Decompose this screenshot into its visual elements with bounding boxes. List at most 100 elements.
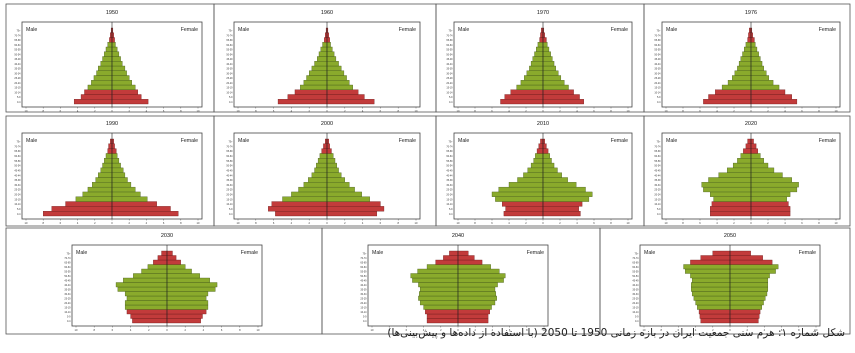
- panel-cell-frame: [599, 227, 851, 335]
- bar-male: [532, 56, 544, 62]
- age-tick-label: 50-54: [654, 165, 661, 168]
- age-tick-label: 15-19: [14, 198, 21, 201]
- x-tick-label: 10: [237, 221, 240, 225]
- bar-male: [107, 42, 113, 48]
- x-tick-label: 2: [184, 328, 186, 332]
- bar-male: [124, 304, 168, 310]
- bar-male: [294, 89, 328, 95]
- age-tick-label: 55-59: [632, 270, 639, 273]
- bar-female: [326, 201, 381, 207]
- age-tick-label: 5-9: [363, 315, 367, 318]
- age-tick-label: 40-44: [14, 174, 21, 177]
- female-label: Female: [527, 250, 544, 256]
- age-tick-label: 65-69: [226, 39, 233, 42]
- bar-male: [504, 94, 544, 100]
- bar-female: [326, 89, 359, 95]
- age-tick-label: 55-59: [14, 49, 21, 52]
- age-tick-label: 5-9: [17, 96, 21, 99]
- bar-male: [732, 75, 752, 81]
- age-tick-label: 55-59: [226, 160, 233, 163]
- bar-female: [729, 277, 769, 283]
- age-tick-label: 5-9: [635, 315, 639, 318]
- bar-male: [410, 273, 459, 279]
- bar-female: [542, 172, 562, 178]
- age-tick-label: 65-69: [632, 261, 639, 264]
- bar-male: [744, 46, 752, 52]
- bar-male: [417, 268, 459, 274]
- bar-female: [750, 162, 769, 169]
- bar-female: [750, 84, 780, 90]
- bar-male: [133, 273, 168, 279]
- x-tick-label: 8: [255, 221, 257, 225]
- bar-female: [542, 94, 580, 100]
- panel-title: 2010: [537, 121, 549, 127]
- bar-male: [712, 250, 731, 256]
- age-tick-label: 70-74: [14, 34, 21, 37]
- age-tick-label: 40-44: [14, 63, 21, 66]
- age-tick-label: 65-69: [64, 261, 71, 264]
- bar-female: [326, 80, 350, 86]
- age-tick-label: 0-4: [229, 213, 233, 216]
- bar-male: [738, 61, 752, 67]
- age-tick-label: 15-19: [446, 87, 453, 90]
- panel-title: 2040: [452, 233, 464, 239]
- bar-male: [710, 191, 752, 197]
- age-tick-label: 35-39: [446, 179, 453, 182]
- age-tick-label: 40-44: [654, 174, 661, 177]
- age-tick-label: 35-39: [14, 68, 21, 71]
- x-tick-label: 10: [627, 221, 630, 225]
- bar-male: [425, 309, 459, 315]
- bar-male: [710, 206, 752, 212]
- age-tick-label: 50-54: [632, 275, 639, 278]
- bar-male: [311, 172, 328, 178]
- bar-male: [306, 75, 328, 81]
- age-tick-label: 40-44: [446, 63, 453, 66]
- bar-male: [319, 153, 328, 159]
- bar-male: [426, 313, 459, 319]
- bar-female: [111, 186, 136, 193]
- bar-female: [750, 37, 755, 43]
- x-tick-label: 8: [93, 328, 95, 332]
- x-tick-label: 2: [344, 109, 346, 113]
- age-tick-label: 35-39: [64, 288, 71, 291]
- male-label: Male: [76, 250, 87, 256]
- age-tick-label: 60-64: [360, 266, 367, 269]
- age-tick-label: 30-34: [632, 293, 639, 296]
- bar-female: [750, 138, 754, 144]
- age-tick-label: 75+: [16, 141, 21, 144]
- age-tick-label: 35-39: [632, 288, 639, 291]
- bar-male: [708, 94, 752, 100]
- bar-female: [542, 191, 593, 197]
- age-tick-label: 50-54: [446, 53, 453, 56]
- x-tick-label: 4: [77, 221, 79, 225]
- x-tick-label: 4: [146, 221, 148, 225]
- x-tick-label: 4: [362, 221, 364, 225]
- age-tick-label: 25-29: [446, 189, 453, 192]
- age-tick-label: 60-64: [654, 155, 661, 158]
- bar-male: [318, 51, 328, 57]
- age-tick-label: 30-34: [360, 293, 367, 296]
- bar-female: [729, 313, 760, 319]
- bar-female: [166, 313, 203, 319]
- bar-male: [320, 46, 328, 52]
- panel-cell-frame: [643, 3, 851, 113]
- age-tick-label: 75+: [448, 30, 453, 33]
- bar-male: [105, 46, 113, 52]
- bar-female: [326, 211, 378, 217]
- bar-male: [115, 282, 168, 288]
- x-tick-label: 8: [180, 221, 182, 225]
- male-label: Male: [238, 138, 249, 144]
- age-tick-label: 40-44: [446, 174, 453, 177]
- bar-male: [153, 259, 168, 265]
- bar-male: [691, 286, 731, 292]
- bar-male: [538, 143, 544, 149]
- age-tick-label: 30-34: [226, 72, 233, 75]
- age-tick-label: 35-39: [14, 179, 21, 182]
- x-tick-label: 10: [457, 221, 460, 225]
- x-tick-label: 8: [255, 109, 257, 113]
- bar-male: [713, 196, 752, 202]
- bar-female: [111, 148, 117, 154]
- bar-male: [161, 250, 168, 256]
- x-tick-label: 8: [682, 221, 684, 225]
- bar-male: [287, 94, 328, 100]
